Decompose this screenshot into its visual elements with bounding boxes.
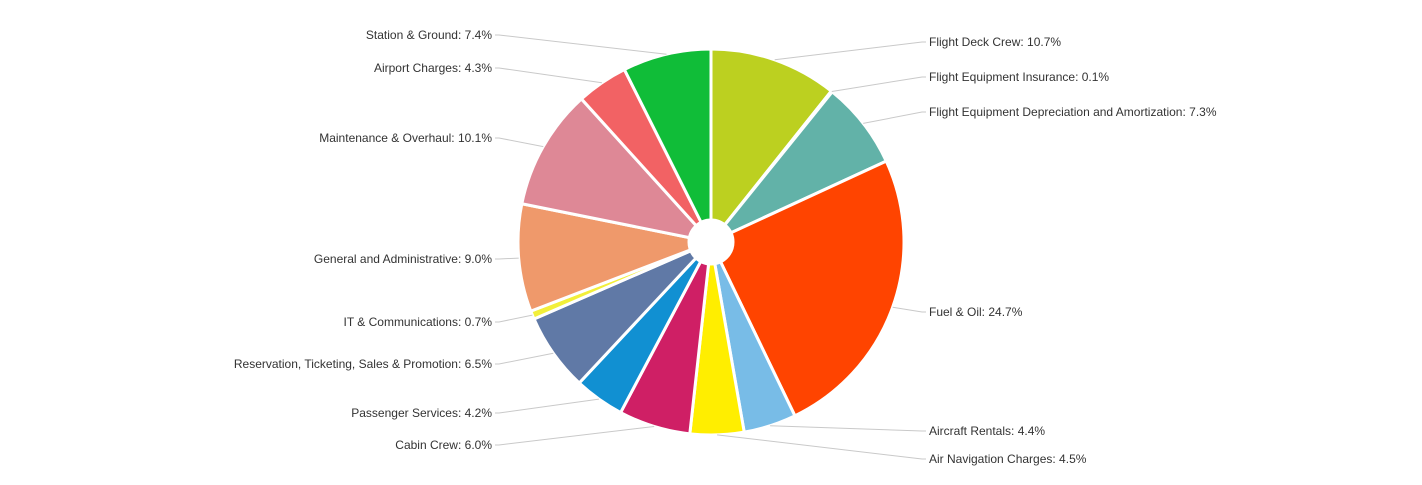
slice-label-reservation-ticketing-sales-and-promotion: Reservation, Ticketing, Sales & Promotio… bbox=[234, 357, 492, 371]
leader-line-airport-charges bbox=[495, 67, 602, 84]
slice-label-cabin-crew: Cabin Crew: 6.0% bbox=[395, 438, 492, 452]
slice-label-airport-charges: Airport Charges: 4.3% bbox=[374, 61, 492, 75]
leader-line-passenger-services bbox=[495, 398, 599, 414]
pie-leader-lines bbox=[495, 34, 926, 460]
leader-line-reservation-ticketing-sales-and-promotion bbox=[495, 352, 554, 365]
leader-line-aircraft-rentals bbox=[770, 425, 926, 432]
slice-label-general-and-administrative: General and Administrative: 9.0% bbox=[314, 252, 492, 266]
slice-label-aircraft-rentals: Aircraft Rentals: 4.4% bbox=[929, 424, 1045, 438]
slice-label-passenger-services: Passenger Services: 4.2% bbox=[351, 406, 492, 420]
pie-slices bbox=[516, 47, 906, 437]
leader-line-flight-equipment-insurance bbox=[831, 76, 926, 92]
slice-label-flight-equipment-insurance: Flight Equipment Insurance: 0.1% bbox=[929, 70, 1109, 84]
pie-slice-maintenance-and-overhaul[interactable] bbox=[520, 97, 713, 244]
leader-line-flight-deck-crew bbox=[774, 41, 926, 61]
pie-labels: Flight Deck Crew: 10.7% Flight Equipment … bbox=[234, 28, 1217, 466]
slice-label-flight-equipment-depreciation-and-amortization: Flight Equipment Depreciation and Amorti… bbox=[929, 105, 1217, 119]
leader-line-station-and-ground bbox=[495, 34, 667, 55]
pie-center-hole bbox=[687, 218, 735, 266]
slice-label-station-and-ground: Station & Ground: 7.4% bbox=[366, 28, 492, 42]
slice-label-it-and-communications: IT & Communications: 0.7% bbox=[343, 315, 492, 329]
leader-line-maintenance-and-overhaul bbox=[495, 137, 544, 148]
leader-line-it-and-communications bbox=[495, 314, 533, 323]
slice-label-air-navigation-charges: Air Navigation Charges: 4.5% bbox=[929, 452, 1087, 466]
slice-label-fuel-and-oil: Fuel & Oil: 24.7% bbox=[929, 305, 1023, 319]
slice-label-maintenance-and-overhaul: Maintenance & Overhaul: 10.1% bbox=[319, 131, 492, 145]
leader-line-fuel-and-oil bbox=[892, 306, 926, 313]
leader-line-general-and-administrative bbox=[495, 257, 519, 260]
leader-line-flight-equipment-depreciation-and-amortization bbox=[863, 111, 926, 124]
slice-label-flight-deck-crew: Flight Deck Crew: 10.7% bbox=[929, 35, 1061, 49]
leader-line-air-navigation-charges bbox=[717, 434, 926, 460]
leader-line-cabin-crew bbox=[495, 426, 655, 446]
pie-slice-fuel-and-oil[interactable] bbox=[709, 159, 906, 418]
